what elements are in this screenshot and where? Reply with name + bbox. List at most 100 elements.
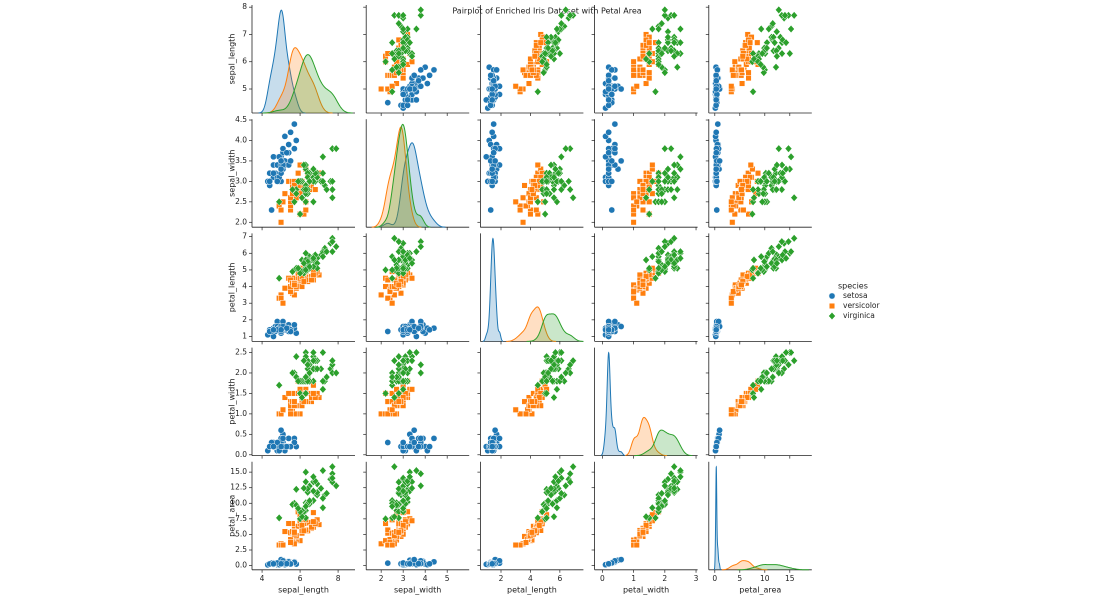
point [542, 513, 551, 523]
point [651, 87, 660, 96]
point [608, 157, 616, 165]
density-area [634, 430, 693, 456]
point [786, 49, 794, 58]
point [657, 197, 666, 207]
density-line [713, 465, 722, 571]
point [390, 356, 399, 365]
point [312, 186, 319, 193]
point [770, 38, 779, 47]
point [287, 128, 294, 136]
point [395, 352, 403, 361]
point [553, 385, 561, 394]
point [281, 394, 288, 401]
point [517, 206, 524, 214]
point [712, 443, 720, 450]
point [319, 494, 327, 503]
point [551, 164, 560, 174]
point [521, 398, 528, 405]
point [487, 72, 495, 79]
point [388, 38, 396, 47]
point [605, 128, 612, 136]
point [309, 486, 318, 496]
point [657, 502, 666, 511]
point [633, 198, 640, 205]
density-line [262, 54, 353, 114]
point [487, 206, 495, 214]
point [415, 443, 422, 450]
point [392, 63, 401, 72]
point [664, 164, 672, 174]
point [395, 529, 402, 536]
point [279, 300, 287, 307]
point [654, 24, 663, 34]
point [547, 52, 555, 61]
point [268, 206, 275, 214]
point [605, 326, 612, 334]
point [302, 467, 310, 477]
point [778, 160, 786, 170]
point [617, 157, 625, 165]
point [773, 27, 781, 36]
point [630, 288, 637, 295]
point [639, 66, 647, 73]
point [712, 165, 720, 173]
point [790, 11, 798, 20]
point [328, 185, 337, 194]
point [285, 141, 293, 148]
point [537, 39, 544, 46]
point [399, 486, 407, 496]
point [617, 323, 625, 330]
point [534, 513, 542, 523]
point [630, 295, 637, 302]
point [735, 194, 742, 201]
point [410, 556, 418, 563]
density-area [482, 238, 504, 342]
point [712, 85, 720, 93]
point [550, 173, 558, 182]
y-tick-label: 0.0 [235, 561, 247, 570]
point [520, 219, 527, 226]
point [406, 560, 414, 568]
point [270, 326, 277, 334]
point [643, 273, 650, 280]
point [388, 265, 396, 275]
density-area [721, 560, 768, 570]
point [550, 193, 558, 202]
point [424, 80, 431, 87]
point [551, 348, 560, 357]
point [490, 149, 497, 157]
point [309, 164, 318, 174]
point [512, 83, 519, 90]
point [490, 77, 497, 85]
point [399, 91, 407, 98]
point [522, 539, 530, 546]
point [384, 439, 392, 446]
point [525, 80, 533, 87]
point [661, 144, 669, 153]
legend-label: versicolor [843, 301, 881, 310]
point [541, 197, 549, 207]
point [310, 518, 317, 525]
y-tick-label: 2 [242, 315, 247, 324]
point [547, 160, 555, 170]
y-tick-label: 5 [242, 265, 247, 274]
point [630, 72, 637, 79]
point [758, 197, 767, 207]
point [399, 24, 407, 34]
point [281, 133, 289, 140]
point [713, 91, 721, 98]
point [630, 219, 637, 226]
point [303, 360, 312, 369]
point [275, 274, 283, 283]
point [667, 185, 675, 194]
point [657, 49, 666, 58]
density-line [376, 142, 446, 228]
point [542, 389, 551, 398]
density-area [265, 47, 333, 113]
point [310, 509, 317, 516]
point [302, 372, 310, 382]
point [319, 169, 327, 178]
point [388, 502, 396, 511]
point [787, 348, 795, 357]
x-tick-label: 6 [557, 574, 562, 583]
